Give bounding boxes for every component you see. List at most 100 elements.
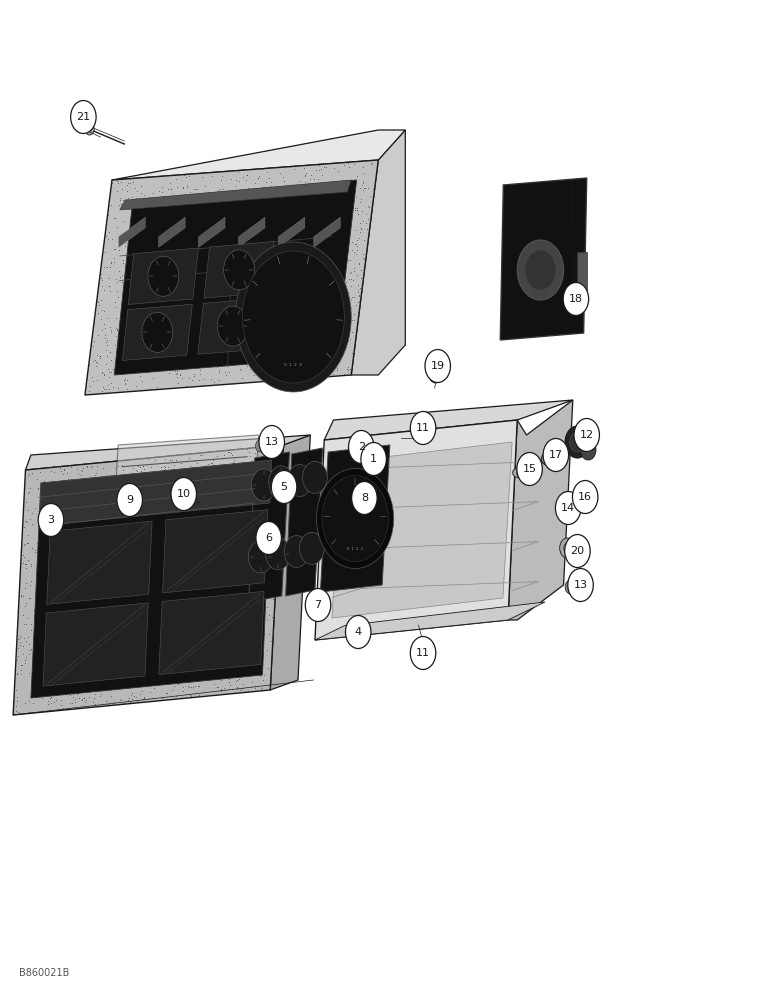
Point (33, 607, 46, 623)
Point (233, 201, 245, 217)
Point (151, 491, 163, 507)
Point (309, 226, 321, 242)
Point (122, 352, 134, 368)
Point (128, 470, 141, 486)
Point (268, 461, 280, 477)
Circle shape (581, 440, 596, 460)
Point (194, 447, 206, 463)
Point (80, 501, 92, 517)
Point (121, 190, 134, 206)
Point (100, 226, 112, 242)
Polygon shape (315, 420, 517, 640)
Point (150, 315, 162, 331)
Point (330, 352, 343, 368)
Point (251, 199, 263, 215)
Point (234, 195, 246, 211)
Point (43, 605, 56, 621)
Point (256, 477, 268, 493)
Point (159, 216, 171, 232)
Point (121, 175, 134, 191)
Point (324, 229, 337, 245)
Point (239, 481, 251, 497)
Point (56, 660, 69, 676)
Point (237, 574, 249, 590)
Point (51, 578, 63, 594)
Point (157, 480, 170, 496)
Point (300, 321, 313, 337)
Circle shape (573, 481, 598, 514)
Point (151, 643, 164, 659)
Point (259, 334, 272, 350)
Point (266, 630, 279, 646)
Point (39, 648, 51, 664)
Point (44, 690, 56, 706)
Point (232, 531, 244, 547)
Point (210, 281, 222, 297)
Point (265, 213, 277, 229)
Point (29, 544, 41, 560)
Circle shape (516, 466, 526, 478)
Point (265, 589, 277, 605)
Point (149, 250, 161, 266)
Point (57, 604, 69, 620)
Point (275, 477, 287, 493)
Point (206, 517, 218, 533)
Point (154, 664, 166, 680)
Point (357, 251, 370, 267)
Point (148, 627, 161, 643)
Point (208, 610, 221, 626)
Point (59, 562, 71, 578)
Point (194, 485, 206, 501)
Point (137, 481, 150, 497)
Point (314, 257, 327, 273)
Point (143, 494, 155, 510)
Point (239, 481, 252, 497)
Point (215, 553, 228, 569)
Point (25, 641, 37, 657)
Point (208, 535, 220, 551)
Point (250, 476, 262, 492)
Point (188, 301, 201, 317)
Point (246, 240, 259, 256)
Point (147, 487, 159, 503)
Point (232, 493, 245, 509)
Point (231, 517, 243, 533)
Point (198, 513, 210, 529)
Point (172, 375, 185, 391)
Point (196, 219, 208, 235)
Point (36, 607, 49, 623)
Point (291, 325, 303, 341)
Point (264, 231, 276, 247)
Point (126, 691, 138, 707)
Point (180, 378, 192, 394)
Point (170, 513, 182, 529)
Point (321, 270, 334, 286)
Point (201, 668, 213, 684)
Point (181, 179, 194, 195)
Point (117, 192, 130, 208)
Point (274, 196, 286, 212)
Point (306, 313, 319, 329)
Point (314, 316, 327, 332)
Point (217, 582, 229, 598)
Point (96, 622, 109, 638)
Text: 5: 5 (280, 482, 288, 492)
Point (155, 208, 168, 224)
Point (231, 480, 243, 496)
Circle shape (543, 438, 569, 472)
Point (260, 599, 273, 615)
Point (164, 204, 177, 220)
Point (120, 235, 132, 251)
Point (224, 190, 236, 206)
Point (125, 559, 137, 575)
Point (150, 489, 162, 505)
Point (235, 457, 247, 473)
Point (25, 516, 38, 532)
Point (144, 488, 156, 504)
Point (74, 526, 86, 542)
Point (233, 557, 245, 573)
Point (339, 182, 351, 198)
Point (150, 491, 162, 507)
Point (15, 662, 27, 678)
Point (215, 681, 228, 697)
